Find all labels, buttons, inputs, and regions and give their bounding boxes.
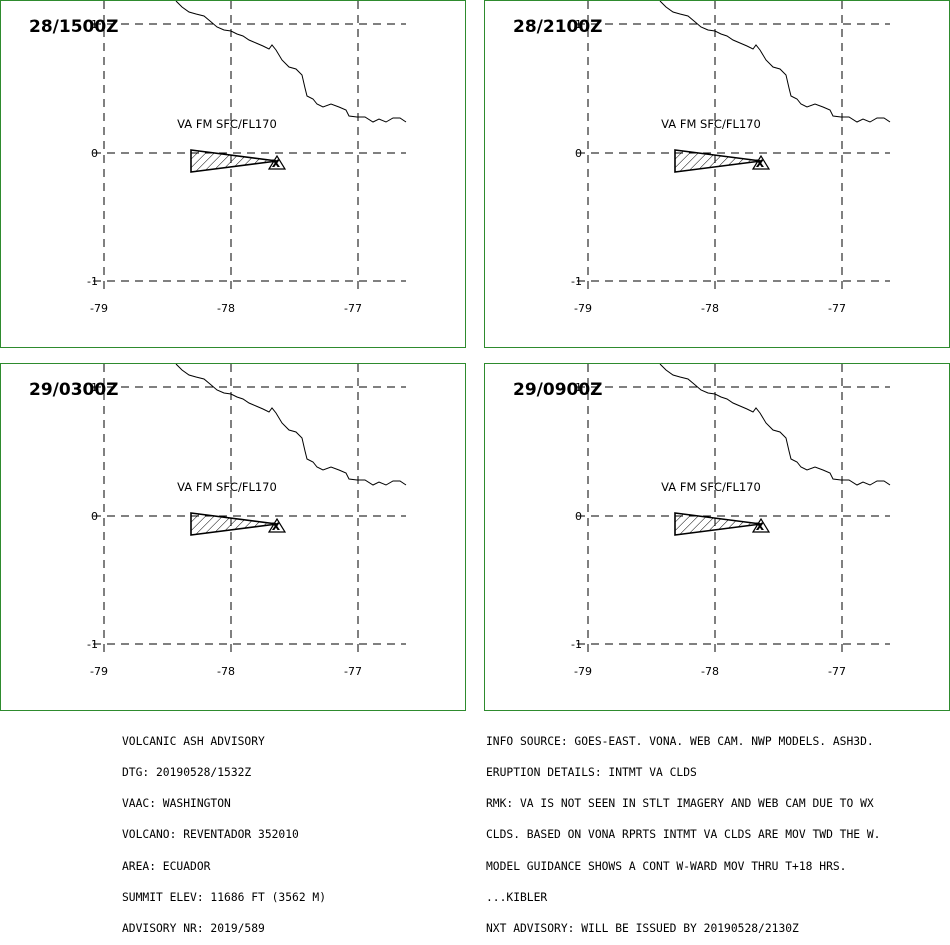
forecast-panel-2: x VA FM SFC/FL170 1 0 -1 -79 -78 -77 28/2100Z — [484, 0, 950, 348]
volcano-triangle — [267, 517, 287, 533]
panel-time: 29/0900Z — [513, 380, 603, 400]
advisory-line: VAAC: WASHINGTON — [122, 797, 231, 811]
advisory-line: AREA: ECUADOR — [122, 859, 211, 873]
advisory-line: SUMMIT ELEV: 11686 FT (3562 M) — [122, 890, 327, 904]
advisory-line: VOLCANIC ASH ADVISORY — [122, 734, 265, 748]
map-chart: x VA FM SFC/FL170 1 0 -1 -79 -78 -77 — [87, 1, 407, 315]
panel-time: 28/2100Z — [513, 17, 603, 37]
lat-tick-label: 0 — [91, 147, 98, 160]
advisory-line: ADVISORY NR: 2019/589 — [122, 922, 265, 936]
lat-tick-label: 1 — [575, 381, 582, 394]
lat-tick-label: 1 — [91, 18, 98, 31]
forecast-panel-3: x VA FM SFC/FL170 1 0 -1 -79 -78 -77 29/0300Z — [0, 363, 466, 711]
ash-cloud-polygon — [190, 149, 278, 173]
va-label: VA FM SFC/FL170 — [177, 117, 277, 131]
advisory-line: RMK: VA IS NOT SEEN IN STLT IMAGERY AND … — [486, 797, 874, 811]
lat-tick-label: -1 — [87, 638, 98, 651]
volcano-x-mark: x — [756, 156, 765, 171]
coastline — [175, 364, 407, 486]
lon-tick-label: -77 — [344, 302, 362, 315]
advisory-line: MODEL GUIDANCE SHOWS A CONT W-WARD MOV T… — [486, 859, 847, 873]
panel-time: 28/1500Z — [29, 17, 119, 37]
lat-tick-label: 1 — [91, 381, 98, 394]
lon-tick-label: -79 — [574, 665, 592, 678]
map-chart: x VA FM SFC/FL170 1 0 -1 -79 -78 -77 — [571, 1, 891, 315]
advisory-header-block: VOLCANIC ASH ADVISORY DTG: 20190528/1532… — [122, 716, 326, 945]
lon-tick-label: -79 — [90, 665, 108, 678]
va-label: VA FM SFC/FL170 — [661, 117, 761, 131]
ash-cloud-polygon — [674, 512, 762, 536]
volcano-x-mark: x — [272, 519, 281, 534]
volcano-triangle — [267, 154, 287, 170]
lat-tick-label: 0 — [91, 510, 98, 523]
lon-tick-label: -78 — [701, 302, 719, 315]
advisory-remarks-block: INFO SOURCE: GOES-EAST. VONA. WEB CAM. N… — [486, 716, 880, 945]
lat-tick-label: -1 — [571, 638, 582, 651]
advisory-line: ...KIBLER — [486, 890, 548, 904]
lon-tick-label: -78 — [217, 665, 235, 678]
volcano-x-mark: x — [756, 519, 765, 534]
volcano-triangle — [751, 154, 771, 170]
va-label: VA FM SFC/FL170 — [661, 480, 761, 494]
forecast-panel-4: x VA FM SFC/FL170 1 0 -1 -79 -78 -77 29/0900Z — [484, 363, 950, 711]
coastline — [659, 1, 891, 123]
map-chart: x VA FM SFC/FL170 1 0 -1 -79 -78 -77 — [87, 364, 407, 678]
advisory-line: ERUPTION DETAILS: INTMT VA CLDS — [486, 766, 697, 780]
advisory-line: NXT ADVISORY: WILL BE ISSUED BY 20190528… — [486, 922, 799, 936]
coastline — [175, 1, 407, 123]
lon-tick-label: -77 — [828, 665, 846, 678]
lon-tick-label: -77 — [344, 665, 362, 678]
advisory-line: DTG: 20190528/1532Z — [122, 766, 252, 780]
advisory-line: CLDS. BASED ON VONA RPRTS INTMT VA CLDS … — [486, 828, 881, 842]
lon-tick-label: -79 — [90, 302, 108, 315]
lat-tick-label: 0 — [575, 510, 582, 523]
advisory-line: VOLCANO: REVENTADOR 352010 — [122, 828, 299, 842]
lat-tick-label: -1 — [87, 275, 98, 288]
lon-tick-label: -77 — [828, 302, 846, 315]
lat-tick-label: 0 — [575, 147, 582, 160]
map-chart: x VA FM SFC/FL170 1 0 -1 -79 -78 -77 — [571, 364, 891, 678]
lat-tick-label: 1 — [575, 18, 582, 31]
ash-cloud-polygon — [674, 149, 762, 173]
advisory-line: INFO SOURCE: GOES-EAST. VONA. WEB CAM. N… — [486, 734, 874, 748]
lon-tick-label: -78 — [701, 665, 719, 678]
volcano-triangle — [751, 517, 771, 533]
panel-time: 29/0300Z — [29, 380, 119, 400]
lon-tick-label: -79 — [574, 302, 592, 315]
coastline — [659, 364, 891, 486]
va-label: VA FM SFC/FL170 — [177, 480, 277, 494]
forecast-panel-1: x VA FM SFC/FL170 1 0 -1 -79 -78 -77 28/1500Z — [0, 0, 466, 348]
lon-tick-label: -78 — [217, 302, 235, 315]
lat-tick-label: -1 — [571, 275, 582, 288]
ash-cloud-polygon — [190, 512, 278, 536]
volcano-x-mark: x — [272, 156, 281, 171]
